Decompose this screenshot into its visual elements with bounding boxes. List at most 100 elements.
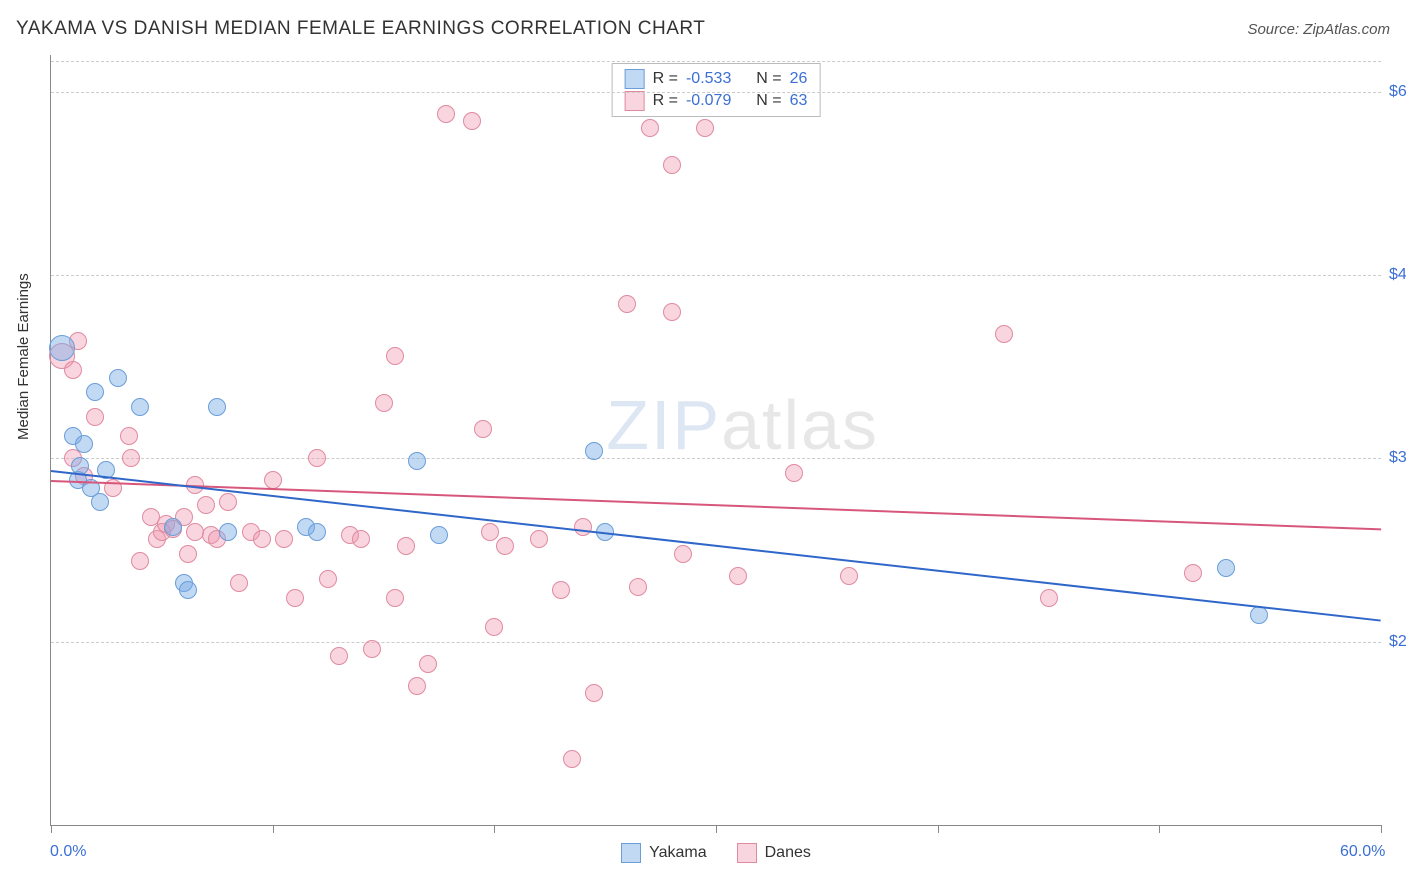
scatter-point-yakama <box>49 335 75 361</box>
scatter-point-danes <box>86 408 104 426</box>
x-tick <box>494 825 495 833</box>
scatter-point-danes <box>64 361 82 379</box>
scatter-point-yakama <box>91 493 109 511</box>
scatter-point-yakama <box>86 383 104 401</box>
scatter-point-danes <box>219 493 237 511</box>
scatter-point-danes <box>319 570 337 588</box>
scatter-point-danes <box>363 640 381 658</box>
scatter-point-danes <box>1040 589 1058 607</box>
stats-row-danes: R = -0.079 N = 63 <box>625 90 808 112</box>
scatter-point-danes <box>122 449 140 467</box>
scatter-point-danes <box>131 552 149 570</box>
r-label: R = <box>653 92 678 110</box>
scatter-point-danes <box>995 325 1013 343</box>
scatter-point-danes <box>840 567 858 585</box>
scatter-point-danes <box>264 471 282 489</box>
scatter-point-danes <box>674 545 692 563</box>
y-tick-label: $22,500 <box>1389 633 1406 651</box>
watermark-atlas: atlas <box>721 386 879 464</box>
scatter-point-danes <box>286 589 304 607</box>
swatch-yakama <box>625 69 645 89</box>
scatter-point-yakama <box>75 435 93 453</box>
legend-label-danes: Danes <box>765 844 811 862</box>
watermark-zip: ZIP <box>606 386 721 464</box>
scatter-point-danes <box>785 464 803 482</box>
scatter-point-yakama <box>585 442 603 460</box>
scatter-point-yakama <box>179 581 197 599</box>
y-tick-label: $35,000 <box>1389 449 1406 467</box>
gridline <box>51 61 1381 62</box>
r-value-danes: -0.079 <box>686 92 731 110</box>
x-tick <box>716 825 717 833</box>
scatter-point-danes <box>585 684 603 702</box>
stats-row-yakama: R = -0.533 N = 26 <box>625 68 808 90</box>
scatter-point-danes <box>629 578 647 596</box>
n-value-danes: 63 <box>790 92 808 110</box>
scatter-point-danes <box>696 119 714 137</box>
scatter-point-danes <box>386 589 404 607</box>
scatter-point-danes <box>375 394 393 412</box>
scatter-point-danes <box>1184 564 1202 582</box>
r-label: R = <box>653 70 678 88</box>
chart-title: YAKAMA VS DANISH MEDIAN FEMALE EARNINGS … <box>16 18 705 40</box>
n-label: N = <box>756 92 781 110</box>
x-axis-min-label: 0.0% <box>50 843 86 861</box>
legend-swatch-danes <box>737 843 757 863</box>
x-tick <box>1159 825 1160 833</box>
scatter-point-danes <box>552 581 570 599</box>
y-tick-label: $60,000 <box>1389 83 1406 101</box>
gridline <box>51 642 1381 643</box>
plot-area: ZIPatlas R = -0.533 N = 26 R = -0.079 N … <box>50 55 1381 826</box>
scatter-point-yakama <box>208 398 226 416</box>
legend-swatch-yakama <box>621 843 641 863</box>
scatter-point-yakama <box>219 523 237 541</box>
scatter-point-danes <box>330 647 348 665</box>
scatter-point-yakama <box>1250 606 1268 624</box>
scatter-point-yakama <box>1217 559 1235 577</box>
scatter-point-yakama <box>430 526 448 544</box>
scatter-point-danes <box>437 105 455 123</box>
scatter-point-danes <box>663 156 681 174</box>
legend-item-danes: Danes <box>737 843 811 863</box>
n-label: N = <box>756 70 781 88</box>
scatter-point-danes <box>663 303 681 321</box>
scatter-point-yakama <box>308 523 326 541</box>
scatter-point-danes <box>485 618 503 636</box>
scatter-point-danes <box>563 750 581 768</box>
scatter-point-danes <box>352 530 370 548</box>
stats-box: R = -0.533 N = 26 R = -0.079 N = 63 <box>612 63 821 117</box>
legend-item-yakama: Yakama <box>621 843 707 863</box>
scatter-point-danes <box>729 567 747 585</box>
scatter-point-yakama <box>131 398 149 416</box>
scatter-point-danes <box>408 677 426 695</box>
legend-label-yakama: Yakama <box>649 844 707 862</box>
x-tick <box>51 825 52 833</box>
scatter-point-danes <box>397 537 415 555</box>
scatter-point-danes <box>496 537 514 555</box>
scatter-point-danes <box>481 523 499 541</box>
scatter-point-yakama <box>109 369 127 387</box>
r-value-yakama: -0.533 <box>686 70 731 88</box>
scatter-point-danes <box>230 574 248 592</box>
scatter-point-danes <box>530 530 548 548</box>
scatter-point-danes <box>618 295 636 313</box>
scatter-point-danes <box>463 112 481 130</box>
scatter-point-danes <box>641 119 659 137</box>
x-tick <box>273 825 274 833</box>
y-axis-title: Median Female Earnings <box>15 273 32 440</box>
scatter-point-danes <box>253 530 271 548</box>
scatter-point-danes <box>386 347 404 365</box>
scatter-point-danes <box>120 427 138 445</box>
scatter-point-danes <box>275 530 293 548</box>
scatter-point-danes <box>197 496 215 514</box>
source-label: Source: ZipAtlas.com <box>1247 21 1390 38</box>
scatter-point-danes <box>574 518 592 536</box>
trendline-yakama <box>51 470 1381 622</box>
x-axis-max-label: 60.0% <box>1340 843 1385 861</box>
x-tick <box>938 825 939 833</box>
scatter-point-danes <box>419 655 437 673</box>
scatter-point-danes <box>308 449 326 467</box>
scatter-point-yakama <box>164 518 182 536</box>
bottom-legend: Yakama Danes <box>51 843 1381 863</box>
y-tick-label: $47,500 <box>1389 266 1406 284</box>
